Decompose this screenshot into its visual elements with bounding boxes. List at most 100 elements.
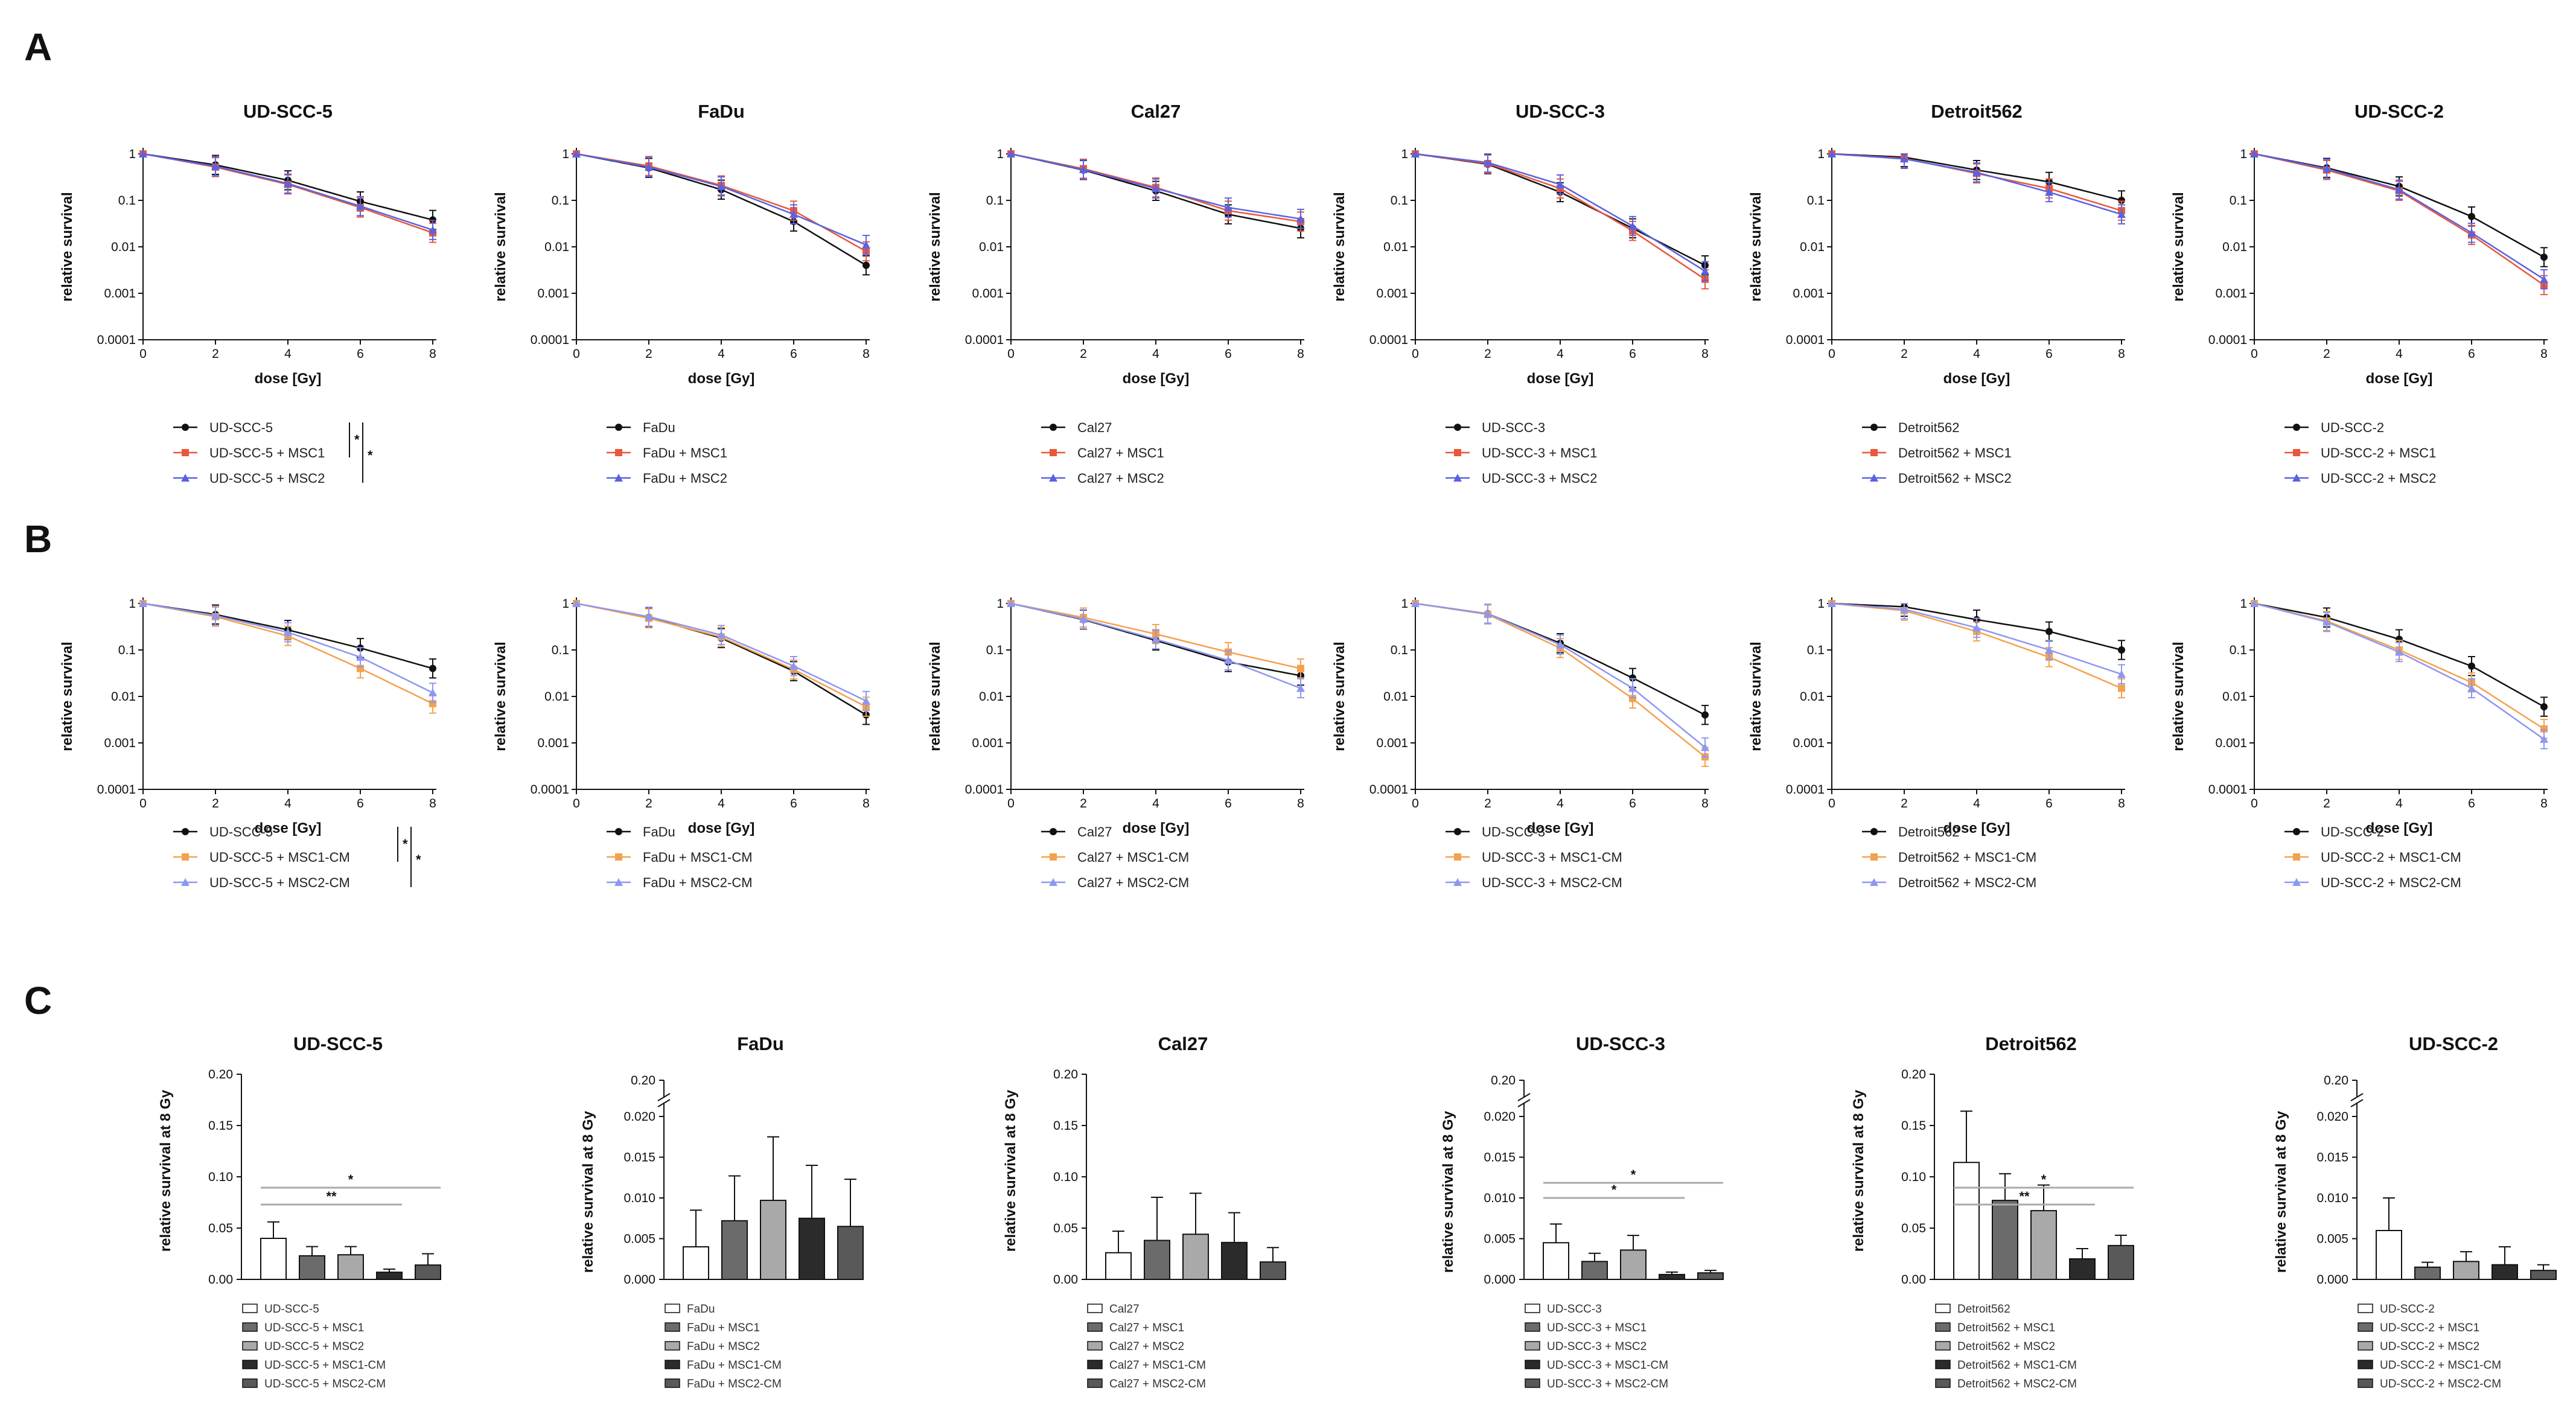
y-tick-label: 0.1 [118,643,136,657]
y-tick-label: 0.020 [2316,1110,2348,1124]
data-point-2-2 [284,179,292,188]
bar-0 [260,1238,287,1280]
x-tick-label: 4 [284,347,292,361]
legend-label: Detroit562 + MSC1-CM [1957,1359,2077,1372]
legend-swatch [1087,1360,1103,1369]
bar-3 [1659,1273,1685,1280]
x-tick-label: 0 [1007,797,1015,810]
data-point-0-3 [1629,674,1636,682]
legend-marker [1870,828,1878,835]
legend-marker [1454,424,1461,431]
legend-label: Cal27 [1077,824,1112,839]
legend-label: UD-SCC-2 + MSC2 [2380,1340,2479,1353]
y-tick-label: 0.005 [2316,1232,2348,1246]
data-point-2-4 [2540,734,2548,743]
legend-swatch [2358,1341,2373,1351]
x-axis-label: dose [Gy] [255,371,322,387]
x-axis-label: dose [Gy] [1527,820,1594,836]
x-tick-label: 0 [2251,347,2258,361]
legend-marker [2292,878,2301,886]
y-tick-label: 0.15 [1901,1119,1926,1133]
legend-label: UD-SCC-2 + MSC2-CM [2321,875,2461,890]
y-axis-label: relative survival [1748,642,1764,751]
x-tick-label: 4 [1973,797,1980,810]
bar-chart-3: Cal27 0.00 0.05 0.10 0.15 0.20 relative surviv… [1003,1033,1286,1390]
significance-star: * [403,836,408,852]
y-tick-label: 0.0001 [531,783,569,797]
legend-label: UD-SCC-5 + MSC2-CM [209,875,350,890]
y-tick-label: 0.15 [208,1119,233,1133]
data-point-2-3 [1628,221,1637,230]
data-point-2-0 [572,150,581,158]
bar-4 [2530,1270,2557,1280]
legend-marker [614,878,623,886]
legend-label: UD-SCC-2 + MSC2 [2321,471,2436,486]
data-point-2-2 [1972,168,1981,176]
x-tick-label: 8 [1297,347,1304,361]
bar-4 [1697,1272,1724,1280]
chart-title: Detroit562 [1985,1033,2077,1054]
y-axis-label: relative survival [1331,642,1348,751]
y-tick-label: 0.1 [1807,194,1825,208]
y-tick-label: 0.01 [2222,690,2247,704]
bar-4 [2108,1244,2134,1280]
x-tick-label: 8 [862,797,870,810]
legend-swatch [665,1322,680,1332]
chart-title: FaDu [698,101,745,122]
data-point-2-3 [789,661,798,670]
x-tick-label: 6 [790,797,797,810]
y-tick-label: 0.20 [2324,1074,2348,1087]
y-tick-label: 0.1 [2230,194,2247,208]
x-tick-label: 4 [284,797,292,810]
x-axis-label: dose [Gy] [2366,820,2433,836]
axis-break [2350,1093,2364,1101]
y-tick-label: 0.0001 [97,783,136,797]
legend-swatch [242,1322,258,1332]
data-point-2-4 [1701,267,1709,275]
x-tick-label: 6 [1629,797,1636,810]
x-axis-label: dose [Gy] [1527,371,1594,387]
series-line-2 [576,602,867,702]
data-point-2-3 [789,210,798,218]
data-point-2-4 [2117,210,2126,218]
x-tick-label: 4 [1152,347,1159,361]
legend-label: Detroit562 + MSC2-CM [1957,1378,2077,1390]
y-tick-label: 0.001 [972,287,1004,301]
bar-2 [2453,1261,2479,1281]
data-point-2-1 [211,162,220,170]
legend-label: UD-SCC-2 + MSC1 [2321,445,2436,460]
x-tick-label: 2 [1080,347,1087,361]
legend-swatch [2358,1378,2373,1388]
legend-marker [1870,449,1878,456]
data-point-2-1 [1484,158,1492,167]
x-tick-label: 0 [1828,797,1835,810]
x-tick-label: 8 [1701,347,1709,361]
y-tick-label: 1 [1817,597,1825,611]
data-point-2-3 [1628,684,1637,692]
survival-chart-b-4: 1 0.1 0.01 0.001 0.0001 0 2 4 6 8 dose [Gy] relativ… [1331,597,1709,890]
bar-3 [2492,1264,2518,1280]
data-point-1-4 [2540,725,2548,733]
legend-marker [1453,878,1462,886]
x-tick-label: 0 [573,347,580,361]
data-point-2-2 [2395,185,2403,194]
x-tick-label: 2 [1484,347,1491,361]
y-tick-label: 0.005 [1484,1232,1516,1246]
x-tick-label: 8 [2540,797,2548,810]
bar-chart-2: FaDu 0.20 0.000 0.005 0.010 0.015 0.020 relativ… [580,1033,864,1390]
y-axis-label: relative survival at 8 Gy [2273,1110,2289,1273]
legend-swatch [242,1304,258,1313]
legend-label: Cal27 + MSC1 [1077,445,1164,460]
y-tick-label: 1 [2240,147,2247,161]
x-tick-label: 4 [1152,797,1159,810]
y-tick-label: 0.05 [208,1221,233,1235]
x-axis-label: dose [Gy] [1943,820,2010,836]
series-line-2 [1415,602,1706,748]
x-tick-label: 2 [645,797,652,810]
data-point-2-1 [1484,610,1492,618]
y-axis-label: relative survival at 8 Gy [158,1089,174,1252]
legend-label: UD-SCC-3 + MSC2-CM [1482,875,1622,890]
legend-label: FaDu + MSC2-CM [687,1378,782,1390]
legend-marker [2292,474,2301,482]
